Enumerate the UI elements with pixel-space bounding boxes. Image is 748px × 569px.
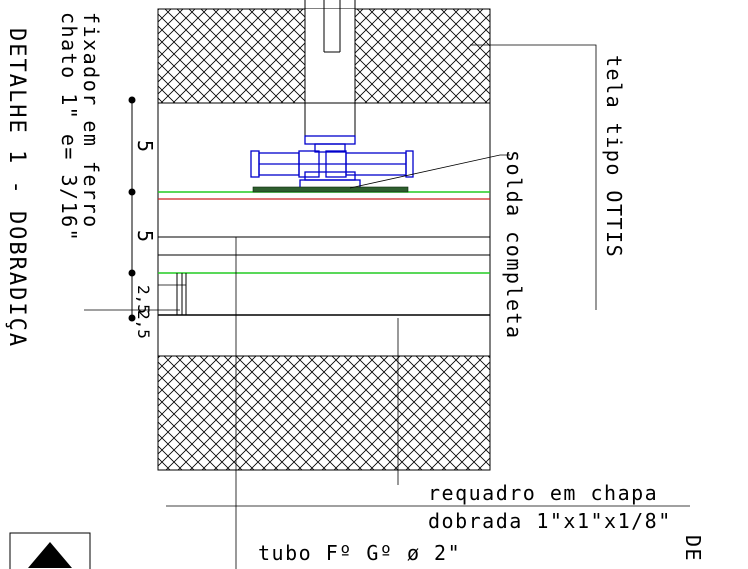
fixador-label-line1: fixador em ferro <box>79 12 103 229</box>
dimension-1: 5 <box>133 140 157 152</box>
base-plate <box>252 186 409 193</box>
dimension-3: 2,5 <box>134 285 153 314</box>
solda-leader <box>349 154 510 189</box>
dimension-2: 5 <box>133 230 157 242</box>
detail-title: DETALHE 1 - DOBRADIÇA <box>4 28 29 348</box>
requadro-label-line2: dobrada 1"x1"x1/8" <box>428 509 672 533</box>
tubo-label: tubo Fº Gº ø 2" <box>258 541 461 565</box>
solda-label: solda completa <box>502 150 526 340</box>
vertical-post <box>304 0 356 138</box>
fixador-label-line2: chato 1" e= 3/16" <box>57 12 81 242</box>
tela-label: tela tipo OTTIS <box>602 55 626 258</box>
fixador-bars <box>158 273 187 315</box>
north-arrow-symbol <box>9 532 91 569</box>
dimension-chain <box>128 96 136 322</box>
hinge-assembly <box>250 135 414 189</box>
section-mark: DE <box>681 535 705 562</box>
requadro-label-line1: requadro em chapa <box>428 481 658 505</box>
tela-leader <box>470 44 597 310</box>
dimension-4: 2,5 <box>134 310 153 339</box>
bottom-mesh-block <box>157 355 491 471</box>
